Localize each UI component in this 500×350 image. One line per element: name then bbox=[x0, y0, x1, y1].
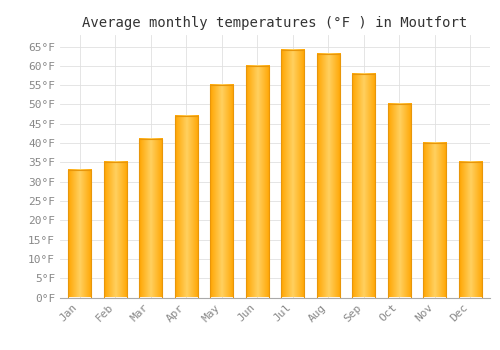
Bar bbox=[317, 54, 340, 298]
Bar bbox=[139, 139, 162, 298]
Bar bbox=[388, 105, 411, 297]
Bar bbox=[246, 66, 269, 297]
Bar bbox=[68, 170, 91, 298]
Bar bbox=[210, 85, 233, 298]
Bar bbox=[174, 116, 198, 298]
Bar bbox=[104, 162, 126, 298]
Bar bbox=[424, 143, 446, 298]
Bar bbox=[352, 74, 376, 298]
Bar bbox=[459, 162, 482, 298]
Title: Average monthly temperatures (°F ) in Moutfort: Average monthly temperatures (°F ) in Mo… bbox=[82, 16, 468, 30]
Bar bbox=[281, 50, 304, 298]
